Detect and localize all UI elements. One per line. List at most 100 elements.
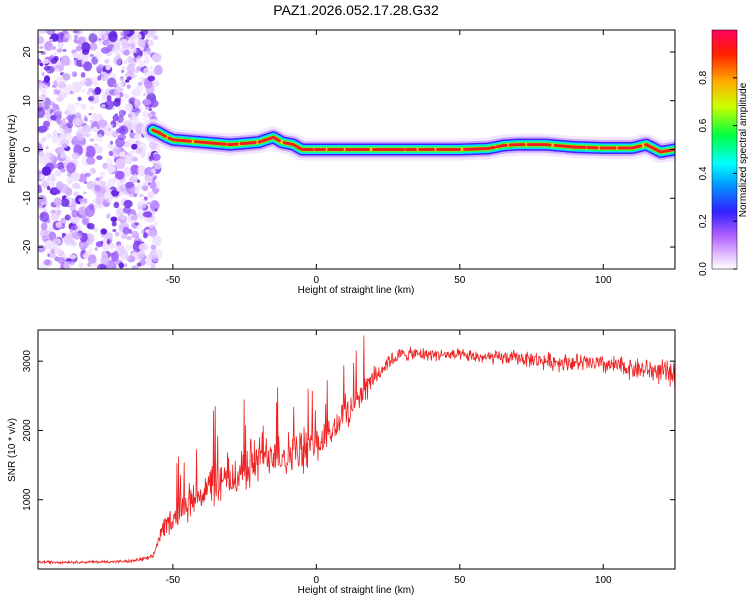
- noise-speckle: [96, 65, 104, 73]
- noise-speckle: [70, 81, 80, 94]
- noise-speckle: [56, 76, 63, 84]
- noise-speckle: [94, 51, 102, 60]
- noise-speckle: [39, 174, 45, 180]
- noise-speckle: [130, 215, 138, 221]
- noise-speckle: [103, 124, 114, 137]
- noise-speckle: [152, 235, 162, 247]
- noise-speckle: [57, 41, 64, 49]
- noise-speckle: [121, 66, 126, 70]
- noise-speckle: [113, 55, 122, 66]
- noise-speckle: [101, 104, 106, 108]
- noise-speckle: [43, 75, 51, 83]
- noise-speckle: [99, 171, 106, 176]
- noise-speckle: [123, 263, 128, 268]
- noise-speckle: [53, 197, 62, 207]
- noise-speckle: [118, 109, 126, 117]
- noise-speckle: [102, 39, 109, 46]
- noise-speckle: [91, 114, 99, 122]
- snr-y-tick-label: 2000: [22, 419, 33, 442]
- noise-speckle: [140, 106, 144, 111]
- noise-speckle: [136, 55, 142, 63]
- noise-speckle: [55, 221, 63, 228]
- noise-speckle: [150, 244, 157, 250]
- noise-speckle: [38, 58, 42, 65]
- noise-speckle: [50, 212, 60, 221]
- noise-speckle: [88, 33, 98, 43]
- noise-speckle: [85, 205, 95, 217]
- noise-speckle: [122, 30, 131, 35]
- noise-speckle: [44, 240, 54, 250]
- noise-speckle: [92, 199, 97, 203]
- noise-speckle: [45, 151, 53, 159]
- noise-speckle: [114, 231, 120, 237]
- spectrogram-y-tick-label: -20: [22, 239, 33, 254]
- noise-speckle: [114, 97, 122, 103]
- noise-speckle: [104, 58, 110, 64]
- noise-speckle: [82, 148, 88, 154]
- snr-x-tick-label: 50: [454, 575, 466, 586]
- noise-speckle: [54, 170, 62, 177]
- noise-speckle: [134, 189, 139, 194]
- noise-speckle: [89, 53, 94, 57]
- noise-speckle: [39, 83, 48, 93]
- noise-speckle: [138, 198, 147, 209]
- colorbar-tick-label: 0.2: [698, 214, 709, 228]
- noise-speckle: [102, 249, 107, 254]
- snr-x-tick-label: -50: [166, 575, 181, 586]
- noise-speckle: [43, 259, 51, 266]
- noise-speckle: [85, 145, 96, 158]
- noise-speckle: [148, 155, 155, 160]
- noise-speckle: [81, 251, 86, 255]
- noise-speckle: [45, 146, 49, 150]
- noise-speckle: [124, 103, 133, 112]
- noise-speckle: [132, 32, 142, 41]
- noise-speckle: [149, 181, 157, 190]
- snr-x-tick-label: 0: [314, 575, 320, 586]
- noise-speckle: [110, 216, 118, 222]
- noise-speckle: [125, 79, 130, 83]
- noise-speckle: [88, 95, 95, 102]
- noise-speckle: [142, 183, 146, 187]
- noise-speckle: [79, 242, 85, 249]
- snr-panel: -50 0 50 100 1000 2000 3000 Height of straight…: [7, 329, 676, 596]
- noise-speckle: [115, 158, 126, 170]
- spectrogram-y-label: Frequency (Hz): [7, 115, 18, 184]
- noise-speckle: [118, 40, 123, 44]
- noise-speckle: [63, 129, 67, 133]
- noise-speckle: [50, 182, 55, 187]
- colorbar-tick-label: 0.0: [698, 262, 709, 276]
- noise-speckle: [126, 76, 132, 81]
- noise-speckle: [133, 173, 138, 180]
- noise-speckle: [71, 71, 78, 78]
- noise-speckle: [87, 254, 97, 264]
- noise-speckle: [117, 82, 125, 88]
- noise-speckle: [152, 162, 157, 166]
- noise-speckle: [130, 164, 140, 176]
- noise-speckle: [117, 105, 122, 111]
- noise-speckle: [99, 175, 104, 180]
- noise-speckle: [106, 99, 112, 106]
- noise-speckle: [116, 181, 123, 187]
- noise-speckle: [58, 91, 65, 97]
- noise-speckle: [142, 98, 152, 106]
- noise-speckle: [46, 30, 56, 36]
- noise-speckle: [50, 57, 58, 64]
- noise-speckle: [55, 189, 61, 195]
- noise-speckle: [126, 235, 132, 241]
- noise-speckle: [154, 221, 158, 226]
- noise-speckle: [143, 217, 150, 223]
- noise-speckle: [115, 94, 121, 99]
- noise-speckle: [111, 221, 117, 227]
- noise-speckle: [124, 60, 128, 65]
- noise-speckle: [102, 162, 108, 169]
- noise-speckle: [71, 209, 79, 218]
- noise-speckle: [83, 61, 93, 72]
- noise-speckle: [131, 143, 138, 150]
- noise-speckle: [139, 47, 144, 51]
- noise-speckle: [106, 238, 111, 244]
- noise-speckle: [126, 84, 131, 89]
- noise-speckle: [58, 148, 66, 155]
- noise-speckle: [72, 182, 80, 190]
- noise-speckle: [147, 39, 154, 47]
- snr-frame: [37, 329, 676, 570]
